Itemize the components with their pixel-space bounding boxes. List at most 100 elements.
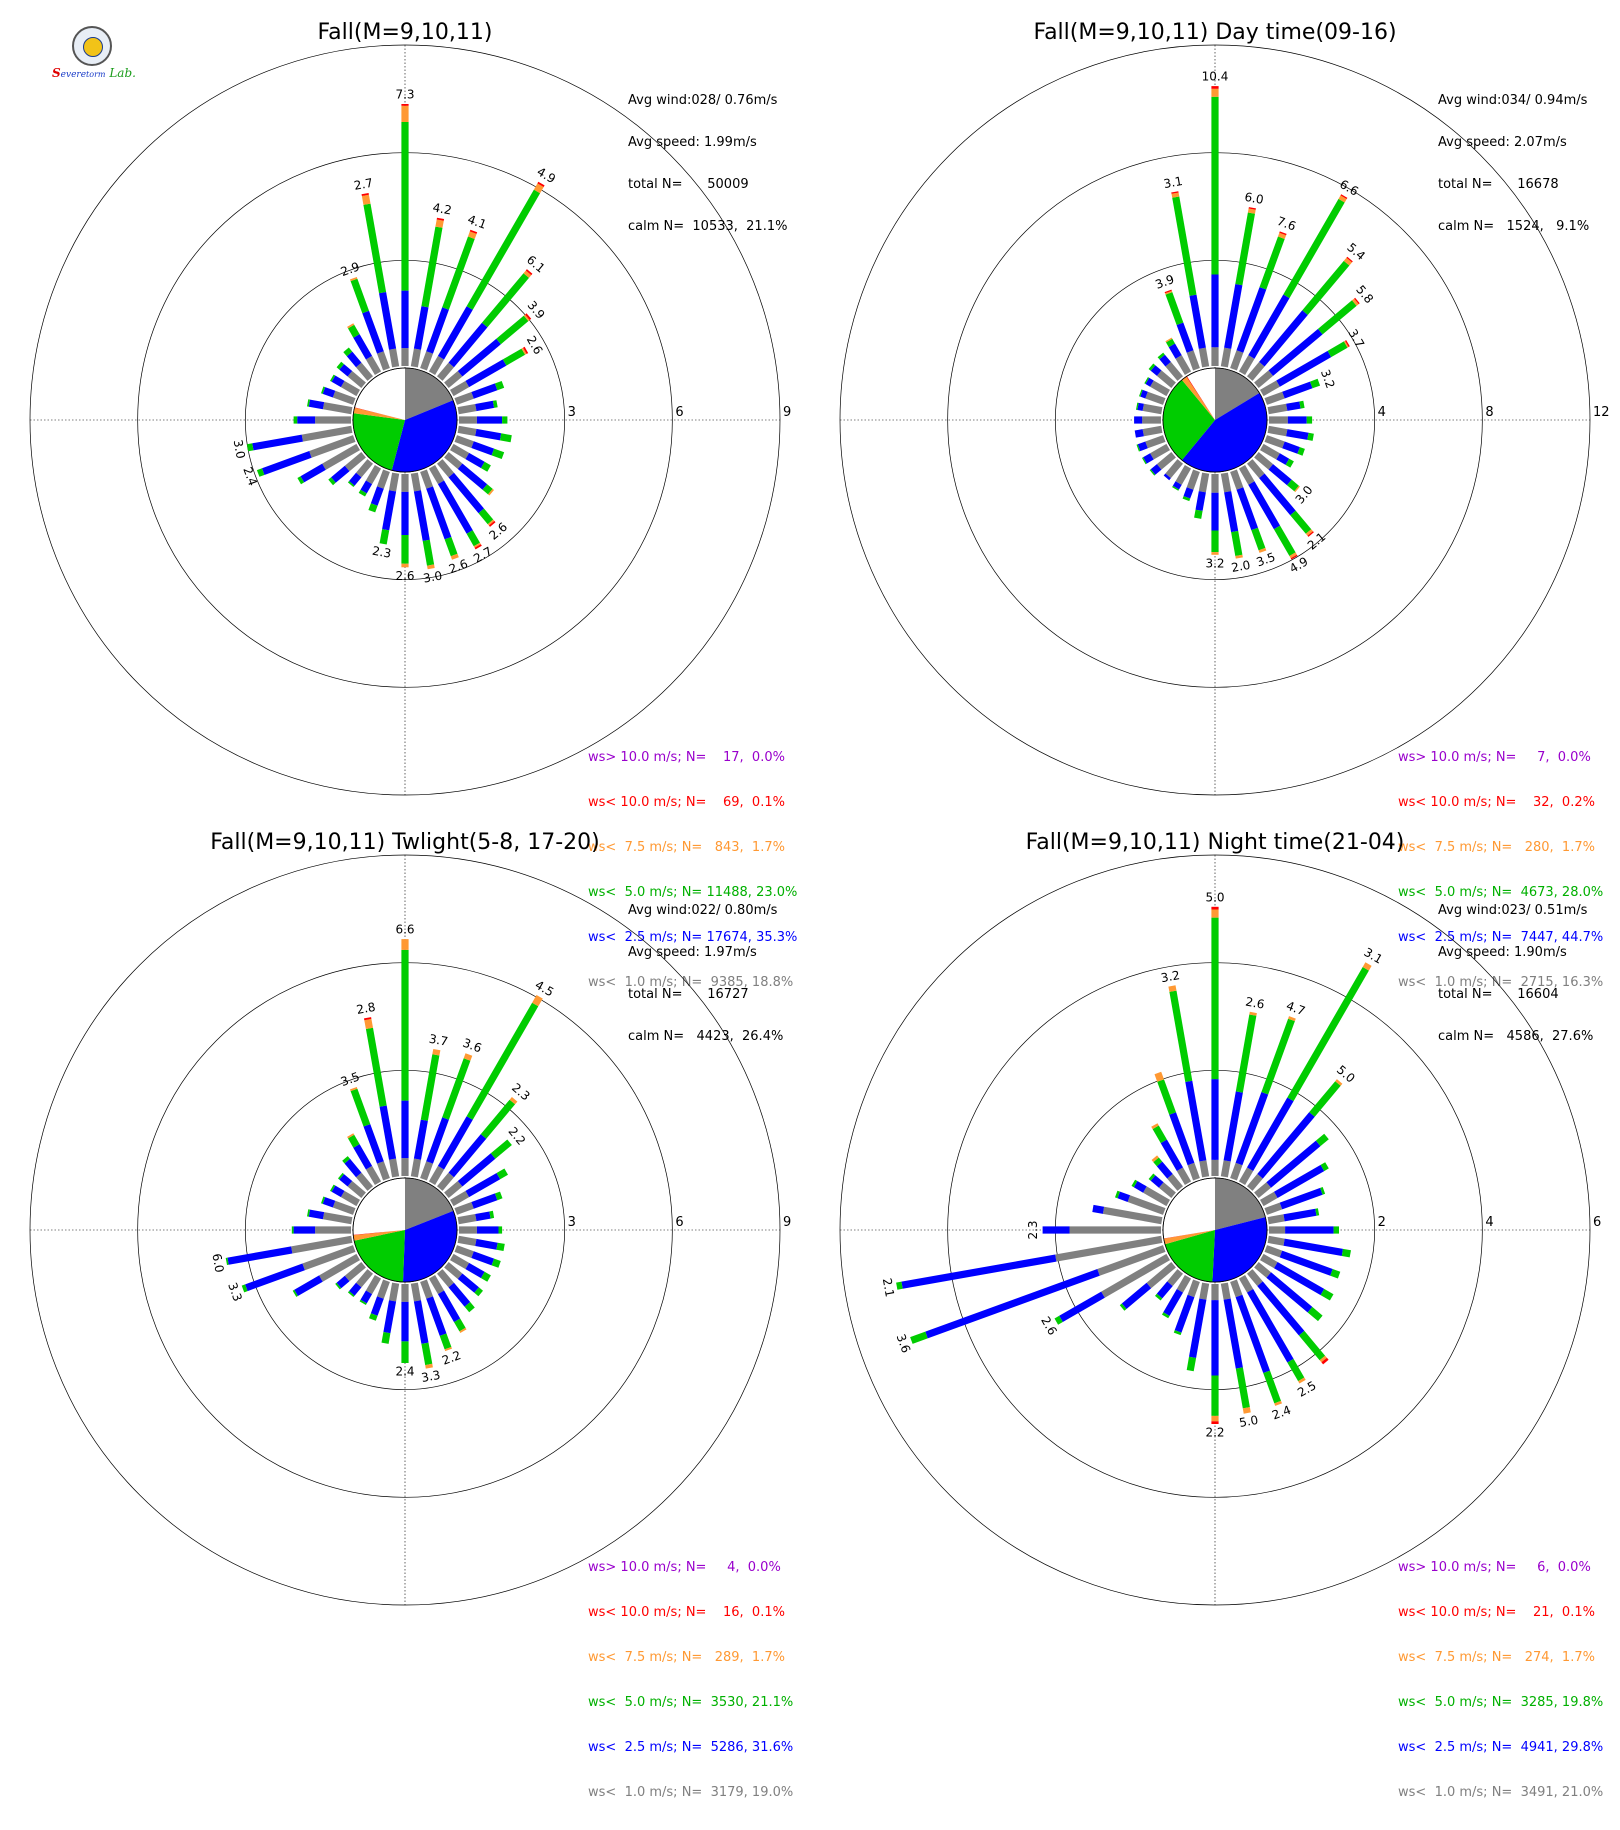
bar-segment-lt2-5 bbox=[448, 322, 488, 368]
bar-segment-lt2-5 bbox=[382, 490, 397, 531]
bar-segment-lt1 bbox=[1247, 361, 1265, 381]
bar-segment-lt5 bbox=[480, 1099, 516, 1139]
bar-segment-lt2-5 bbox=[401, 491, 409, 535]
wind-rose-panel-twilight: 3 6 9 6.6 4.5 2.8 3.6 3.7 6.0 3.3 2.3 3.5 3.3 2.2 2.4 2… bbox=[0, 810, 810, 1800]
bar-segment-lt5 bbox=[454, 1318, 466, 1332]
bar-segment-lt2-5 bbox=[1174, 1294, 1195, 1333]
bar-value-label: 3.6 bbox=[894, 1332, 914, 1355]
bar-segment-lt1 bbox=[1055, 1235, 1163, 1262]
legend-gt10: ws> 10.0 m/s; N= 6, 0.0% bbox=[1398, 1560, 1591, 1575]
bar-segment-lt1 bbox=[1097, 1245, 1166, 1276]
bar-segment-lt2-5 bbox=[360, 1290, 373, 1304]
bar-value-label: 3.2 bbox=[1205, 556, 1224, 570]
legend: ws> 10.0 m/s; N= 4, 0.0% ws< 10.0 m/s; N… bbox=[588, 1530, 793, 1830]
bar-segment-lt1 bbox=[1211, 1159, 1219, 1176]
bar-segment-lt2-5 bbox=[1286, 401, 1301, 411]
bar-segment-lt1 bbox=[1238, 465, 1255, 485]
bar-segment-lt5 bbox=[1285, 458, 1294, 468]
bar-segment-lt5 bbox=[292, 1289, 298, 1297]
bar-segment-lt10 bbox=[474, 544, 482, 550]
bar-segment-lt7-5 bbox=[350, 277, 358, 282]
legend-lt7-5: ws< 7.5 m/s; N= 289, 1.7% bbox=[588, 1650, 785, 1665]
calm-n: calm N= 10533, 21.1% bbox=[628, 219, 788, 234]
bar-segment-lt5 bbox=[1333, 1226, 1339, 1234]
stats-block: Avg wind:022/ 0.80m/s Avg speed: 1.97m/s… bbox=[628, 876, 783, 1072]
bar-segment-lt2-5 bbox=[1189, 294, 1206, 349]
calm-pie-slice-lt7-5 bbox=[353, 1230, 405, 1241]
bar-segment-lt1 bbox=[1247, 459, 1265, 479]
bar-segment-lt5 bbox=[1211, 96, 1219, 275]
bar-segment-lt1 bbox=[1238, 355, 1255, 375]
calm-pie-slice-lt5 bbox=[1165, 1230, 1215, 1282]
bar-segment-lt2-5 bbox=[344, 1158, 362, 1178]
bar-segment-lt1 bbox=[1156, 452, 1176, 470]
bar-segment-lt5 bbox=[401, 122, 409, 291]
bar-segment-lt1 bbox=[389, 1282, 400, 1302]
bar-value-label: 2.4 bbox=[395, 1365, 414, 1379]
bar-segment-lt2-5 bbox=[1140, 389, 1148, 399]
bar-segment-lt2-5 bbox=[475, 428, 502, 441]
bar-segment-lt1 bbox=[437, 459, 454, 478]
bar-segment-lt5 bbox=[1318, 300, 1357, 335]
bar-segment-lt5 bbox=[490, 1139, 512, 1159]
bar-segment-lt2-5 bbox=[383, 1300, 397, 1334]
bar-segment-lt1 bbox=[454, 392, 474, 405]
bar-segment-lt7-5 bbox=[350, 1087, 358, 1092]
bar-segment-lt1 bbox=[1267, 425, 1288, 437]
stats-block: Avg wind:023/ 0.51m/s Avg speed: 1.90m/s… bbox=[1438, 876, 1593, 1072]
bar-segment-lt2-5 bbox=[353, 334, 373, 360]
bar-segment-lt2-5 bbox=[1156, 1281, 1173, 1299]
bar-segment-lt1 bbox=[1254, 452, 1274, 470]
bar-segment-lt2-5 bbox=[925, 1269, 1100, 1339]
bar-segment-lt1 bbox=[410, 348, 421, 368]
bar-segment-lt1 bbox=[444, 1181, 463, 1198]
bar-segment-lt10 bbox=[488, 520, 496, 527]
legend-lt2-5: ws< 2.5 m/s; N= 5286, 31.6% bbox=[588, 1740, 794, 1755]
bar-segment-lt1 bbox=[344, 1262, 366, 1282]
bar-segment-lt1 bbox=[377, 1161, 390, 1181]
bar-segment-lt7-5 bbox=[1288, 1016, 1296, 1022]
bar-segment-lt5 bbox=[321, 1196, 326, 1204]
bar-segment-lt2-5 bbox=[379, 292, 397, 350]
bar-segment-lt5 bbox=[1136, 444, 1141, 452]
bar-segment-lt2-5 bbox=[471, 1251, 495, 1266]
bar-segment-lt2-5 bbox=[465, 1173, 501, 1198]
bar-segment-lt1 bbox=[322, 402, 353, 415]
legend-lt1: ws< 1.0 m/s; N= 3491, 21.0% bbox=[1398, 1785, 1604, 1800]
bar-segment-lt7-5 bbox=[532, 995, 543, 1007]
bar-segment-lt1 bbox=[437, 1269, 454, 1288]
bar-segment-lt5 bbox=[498, 1226, 503, 1234]
legend-lt1: ws< 1.0 m/s; N= 2715, 16.3% bbox=[1398, 975, 1604, 990]
ring-label: 9 bbox=[783, 1215, 791, 1230]
bar-segment-lt2-5 bbox=[336, 1275, 350, 1289]
bar-segment-lt2-5 bbox=[471, 441, 495, 456]
bar-segment-lt5 bbox=[1194, 509, 1203, 519]
bar-segment-lt5 bbox=[1307, 1306, 1323, 1322]
bar-segment-lt1 bbox=[459, 1226, 477, 1234]
bar-segment-lt2-5 bbox=[475, 400, 495, 412]
bar-segment-lt1 bbox=[437, 362, 454, 381]
bar-segment-lt2-5 bbox=[1145, 377, 1154, 387]
bar-segment-lt5 bbox=[369, 1313, 378, 1321]
bar-segment-lt5 bbox=[335, 1282, 342, 1290]
bar-segment-lt5 bbox=[1155, 1293, 1163, 1301]
bar-segment-lt2-5 bbox=[401, 1301, 409, 1342]
bar-segment-lt5 bbox=[1235, 1014, 1257, 1093]
bar-segment-lt5 bbox=[481, 1271, 491, 1282]
bar-segment-lt5 bbox=[496, 1242, 505, 1251]
calm-pie-slice-lt2-5 bbox=[403, 1210, 457, 1283]
bar-segment-lt5 bbox=[1231, 530, 1243, 556]
bar-value-label: 2.1 bbox=[880, 1277, 897, 1298]
bar-segment-lt2-5 bbox=[457, 463, 488, 490]
bar-segment-lt1 bbox=[420, 469, 433, 489]
bar-segment-lt7-5 bbox=[1171, 192, 1180, 198]
bar-segment-lt2-5 bbox=[901, 1254, 1057, 1289]
legend-lt10: ws< 10.0 m/s; N= 69, 0.1% bbox=[588, 795, 785, 810]
bar-segment-lt1 bbox=[1186, 469, 1200, 490]
calm-pie-outline bbox=[1162, 367, 1268, 473]
bar-segment-lt1 bbox=[454, 1245, 474, 1258]
bar-segment-lt7-5 bbox=[444, 1347, 452, 1352]
bar-segment-lt5 bbox=[401, 535, 409, 564]
bar-segment-lt2-5 bbox=[1285, 1226, 1334, 1234]
legend-lt5: ws< 5.0 m/s; N= 11488, 23.0% bbox=[588, 885, 798, 900]
